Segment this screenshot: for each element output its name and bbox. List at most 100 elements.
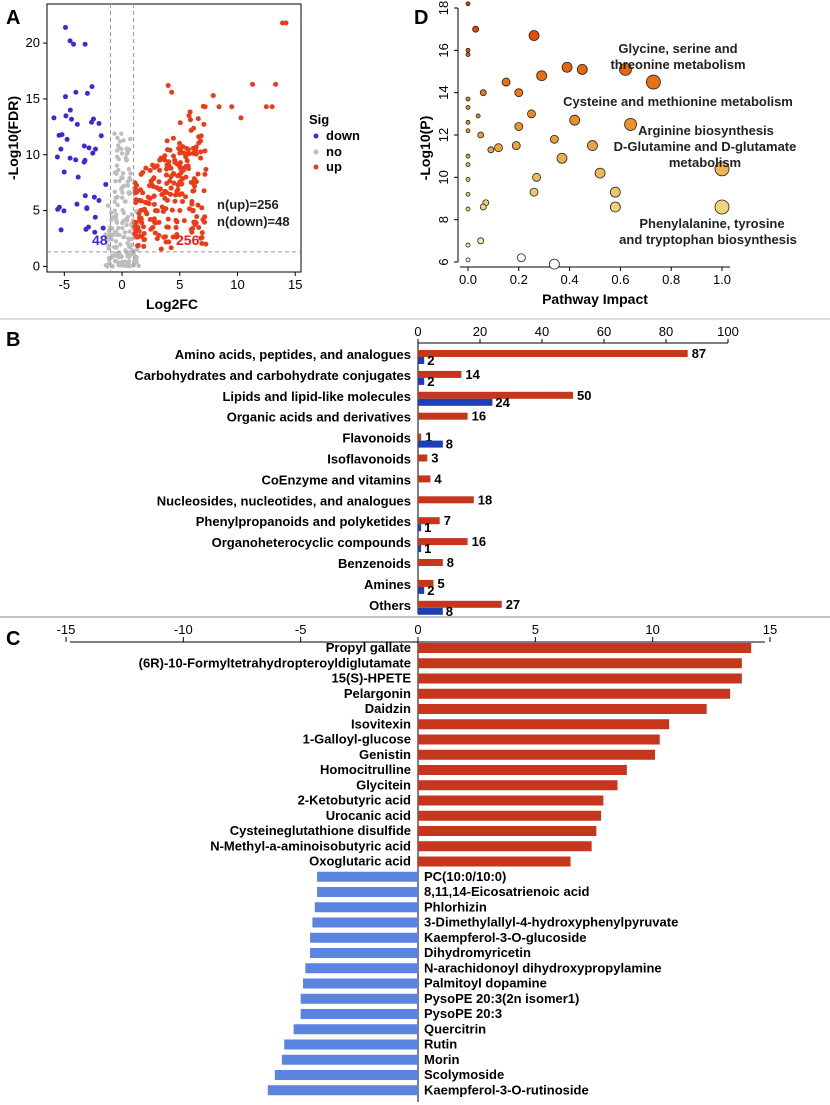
legend-down-label: down bbox=[326, 128, 360, 143]
volcano-y-ticks: 0 5 10 15 20 bbox=[26, 35, 47, 273]
volcano-y-tick-label: 0 bbox=[33, 258, 40, 273]
panel-label-b: B bbox=[6, 329, 20, 351]
nonsig-point bbox=[118, 253, 124, 258]
volcano-nonsig-points bbox=[103, 131, 141, 269]
fc-label: PysoPE 20:3(2n isomer1) bbox=[424, 991, 579, 1006]
panel-label-c: C bbox=[6, 628, 20, 650]
fc-label: N-Methyl-a-aminoisobutyric acid bbox=[210, 838, 411, 853]
up-point bbox=[152, 165, 158, 171]
class-category-label: Flavonoids bbox=[342, 431, 411, 446]
fc-label: Genistin bbox=[359, 747, 411, 762]
class-x-tick-label: 60 bbox=[597, 324, 611, 339]
down-point bbox=[64, 136, 70, 142]
class-x-tick-label: 100 bbox=[717, 324, 739, 339]
up-point bbox=[151, 201, 157, 207]
annotation-phenylalanine-1: Phenylalanine, tyrosine bbox=[639, 216, 784, 231]
nonsig-point bbox=[116, 167, 121, 173]
down-point bbox=[86, 145, 92, 151]
up-point bbox=[198, 155, 204, 161]
fc-label: (6R)-10-Formyltetrahydropteroyldiglutama… bbox=[139, 655, 411, 670]
up-point bbox=[170, 135, 176, 141]
up-point bbox=[175, 173, 181, 179]
fc-label: Glycitein bbox=[356, 777, 411, 792]
nonsig-point bbox=[127, 229, 132, 234]
up-point bbox=[134, 189, 140, 195]
up-point bbox=[198, 149, 204, 155]
legend-up-label: up bbox=[326, 159, 342, 174]
up-point bbox=[195, 116, 201, 122]
nonsig-point bbox=[128, 171, 133, 176]
up-point bbox=[180, 165, 186, 171]
pathway-point bbox=[549, 134, 559, 144]
fc-label: Homocitrulline bbox=[320, 762, 411, 777]
class-category-label: Carbohydrates and carbohydrate conjugate… bbox=[134, 368, 411, 383]
fc-label: Dihydromyricetin bbox=[424, 945, 531, 960]
up-point bbox=[177, 140, 183, 146]
pathway-point bbox=[465, 96, 471, 102]
nonsig-point bbox=[113, 178, 118, 184]
pathway-point bbox=[514, 88, 524, 98]
fc-down-bar bbox=[293, 1024, 418, 1035]
fc-up-bar bbox=[418, 765, 627, 775]
up-point bbox=[273, 81, 279, 87]
legend-down-marker bbox=[313, 133, 319, 139]
down-point bbox=[84, 90, 90, 96]
nonsig-point bbox=[110, 264, 115, 269]
annotation-cysteine: Cysteine and methionine metabolism bbox=[563, 94, 793, 109]
fc-label: 2-Ketobutyric acid bbox=[298, 793, 411, 808]
class-down-value: 2 bbox=[427, 353, 434, 368]
volcano-y-tick-label: 5 bbox=[33, 203, 40, 218]
fc-label: Phlorhizin bbox=[424, 899, 487, 914]
up-point bbox=[187, 117, 193, 123]
up-point bbox=[166, 159, 172, 165]
nonsig-point bbox=[105, 263, 110, 268]
up-point bbox=[164, 166, 170, 172]
class-down-value: 8 bbox=[446, 437, 453, 452]
pathway-point bbox=[465, 1, 471, 7]
class-up-value: 3 bbox=[431, 451, 438, 466]
up-point bbox=[162, 157, 168, 163]
up-point bbox=[157, 157, 163, 163]
nonsig-point bbox=[120, 190, 125, 195]
up-point bbox=[269, 104, 275, 110]
up-point bbox=[202, 104, 208, 110]
pathway-point bbox=[624, 118, 637, 131]
pathway-point bbox=[465, 206, 471, 212]
nonsig-point bbox=[112, 189, 117, 195]
class-down-bar bbox=[418, 545, 422, 553]
pathway-x-tick-label: 0.0 bbox=[459, 272, 477, 287]
pathway-y-tick-label: 8 bbox=[436, 216, 451, 223]
up-point bbox=[156, 179, 162, 185]
class-category-label: Organic acids and derivatives bbox=[227, 410, 411, 425]
nonsig-point bbox=[120, 220, 125, 226]
pathway-x-tick-label: 0.2 bbox=[510, 272, 528, 287]
nonsig-point bbox=[119, 195, 125, 200]
class-up-value: 5 bbox=[438, 576, 445, 591]
fc-label: 1-Galloyl-glucose bbox=[303, 732, 411, 747]
fc-down-bar bbox=[281, 1054, 418, 1065]
pathway-x-tick-label: 0.8 bbox=[662, 272, 680, 287]
panel-label-a: A bbox=[6, 7, 20, 29]
class-down-value: 24 bbox=[495, 395, 510, 410]
pathway-point bbox=[465, 105, 471, 110]
up-point bbox=[210, 93, 216, 99]
up-point bbox=[140, 169, 146, 175]
class-x-tick-label: 40 bbox=[535, 324, 549, 339]
class-category-label: Others bbox=[369, 598, 411, 613]
nonsig-point bbox=[105, 203, 111, 208]
class-down-bar bbox=[418, 398, 493, 406]
up-point bbox=[135, 234, 141, 240]
class-rows: Amino acids, peptides, and analogues 872C… bbox=[134, 346, 706, 619]
up-point bbox=[152, 230, 158, 236]
fc-up-bar bbox=[418, 658, 742, 669]
pathway-point bbox=[465, 128, 471, 134]
nonsig-point bbox=[120, 171, 126, 176]
fc-down-bar bbox=[303, 978, 418, 989]
up-point bbox=[164, 147, 170, 153]
up-point bbox=[173, 225, 179, 231]
up-point bbox=[162, 153, 168, 159]
up-point bbox=[283, 20, 289, 26]
up-point bbox=[179, 191, 185, 197]
pathway-x-tick-label: 1.0 bbox=[713, 272, 731, 287]
nonsig-point bbox=[120, 225, 125, 231]
